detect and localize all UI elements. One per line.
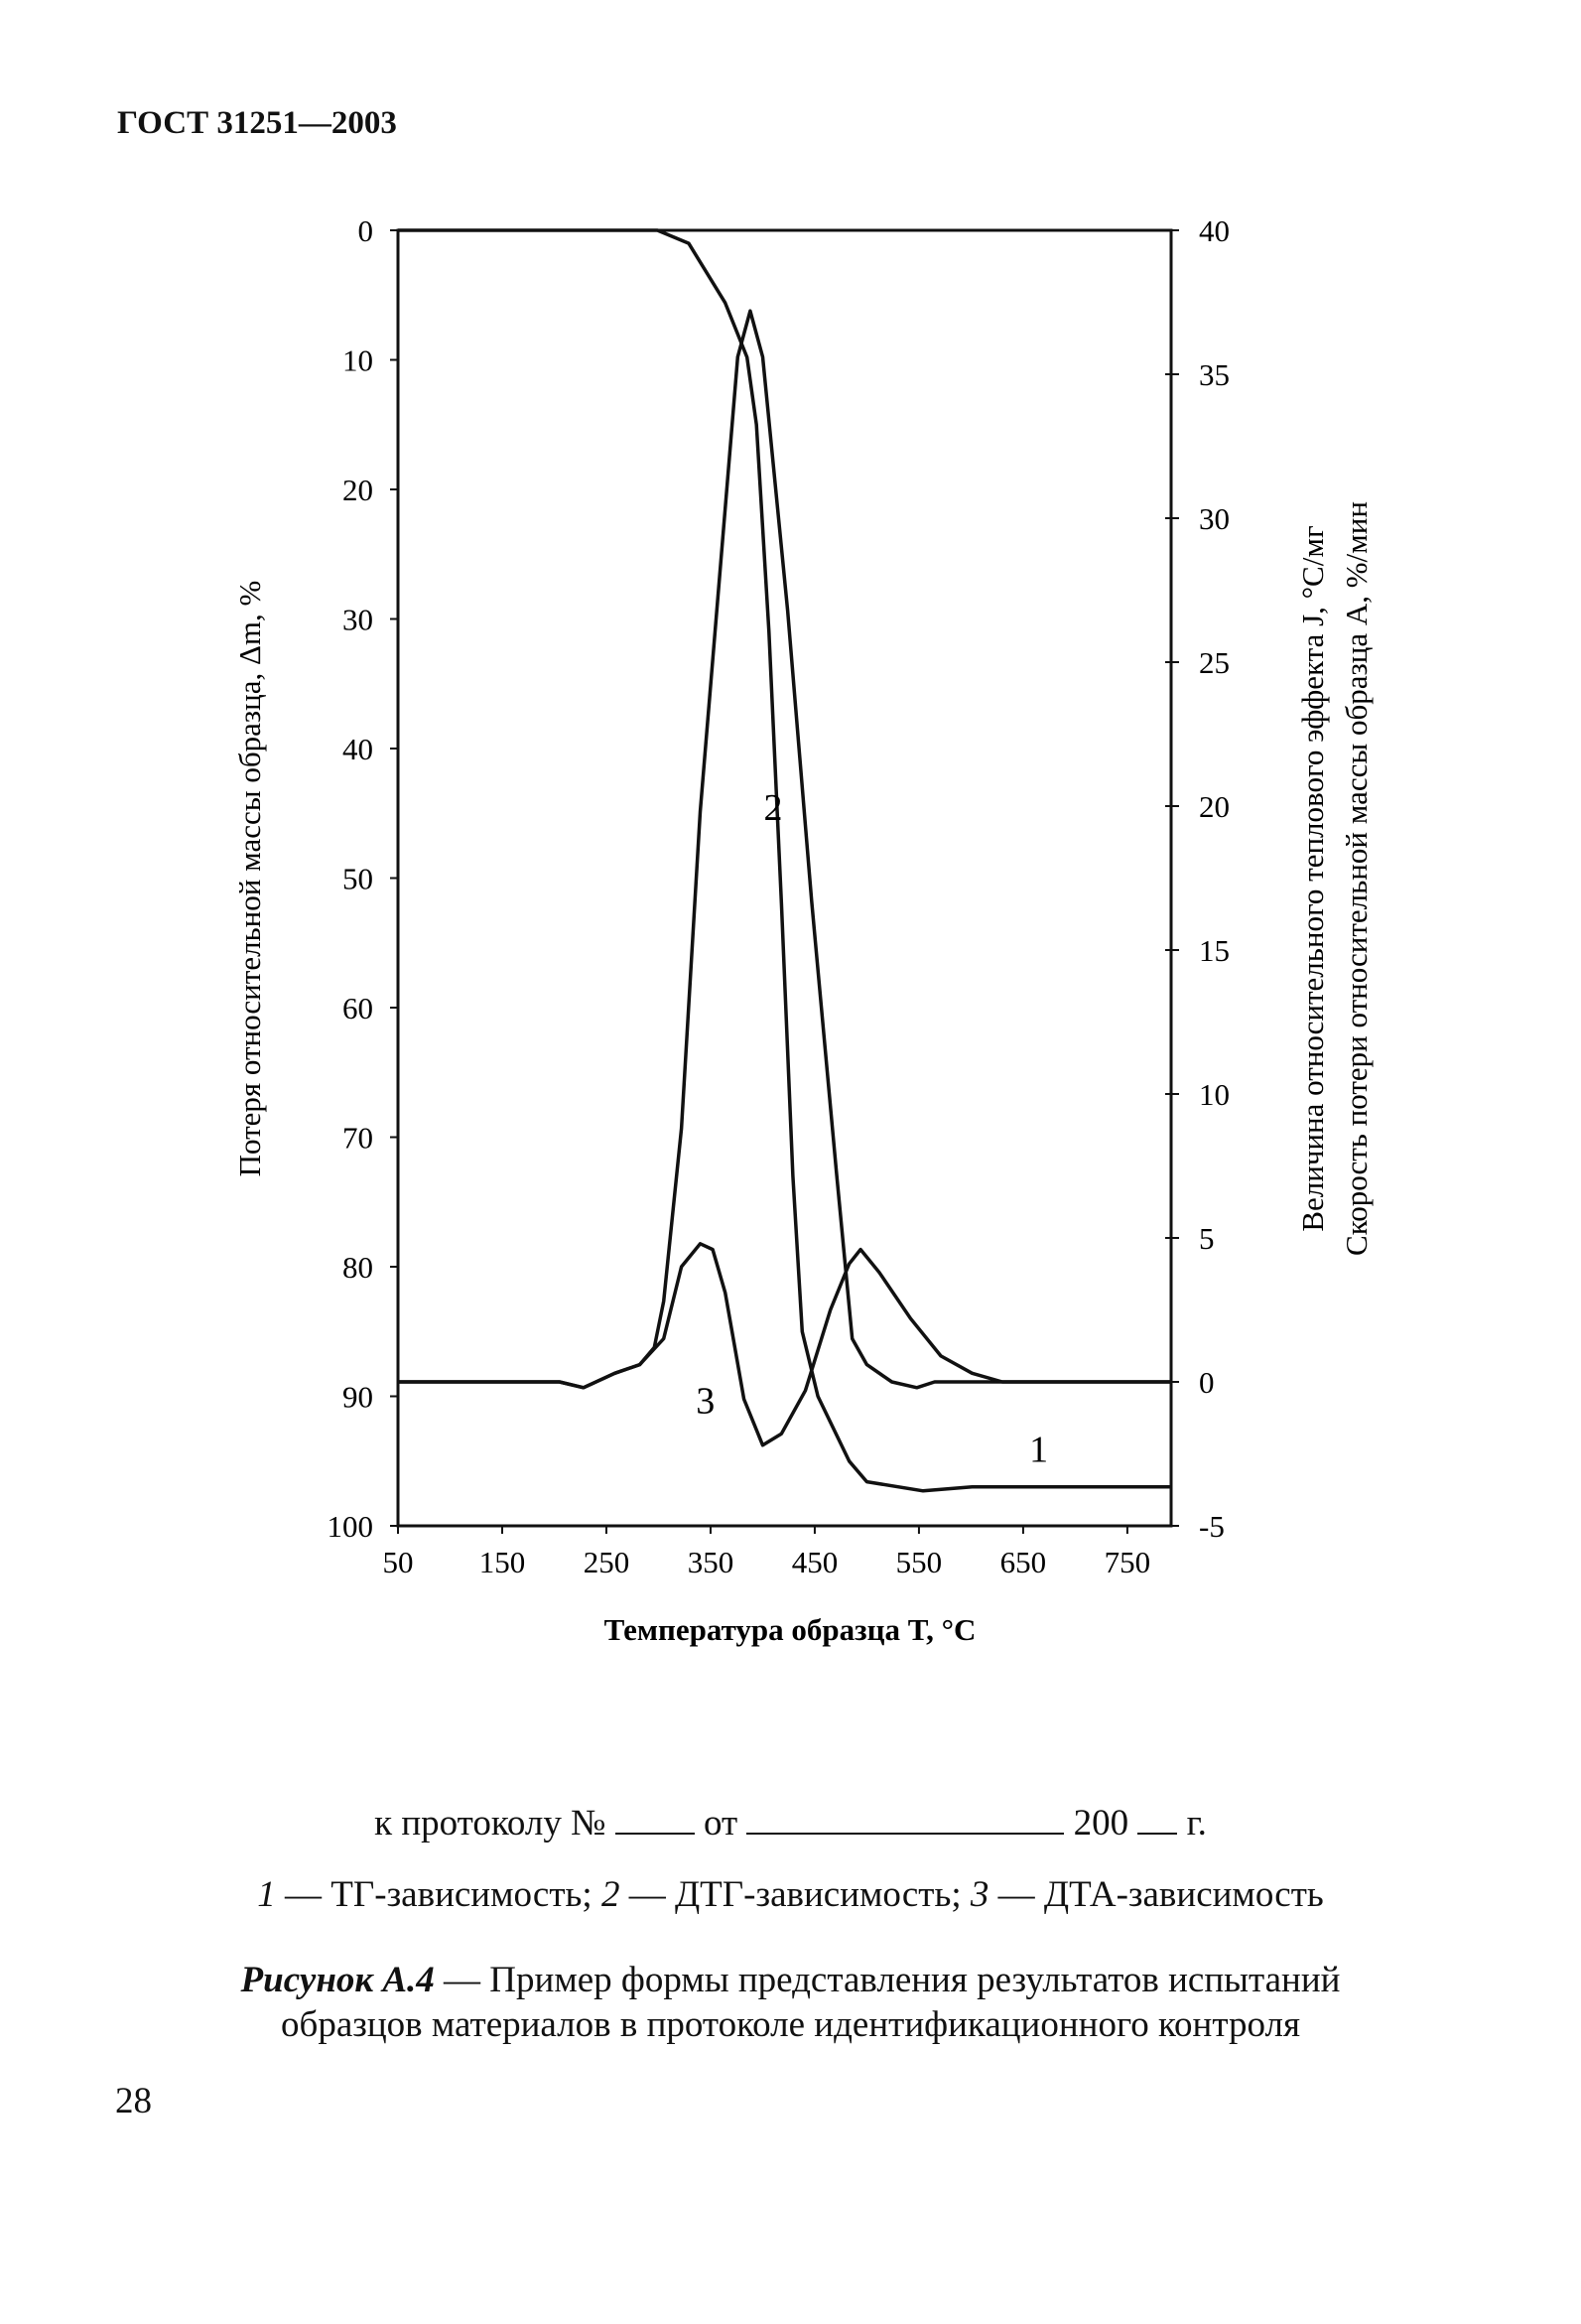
series-2-label: 2	[763, 787, 782, 829]
plot-frame	[396, 228, 1173, 1528]
caption-text-1: — Пример формы представления результатов…	[434, 1960, 1341, 2000]
legend-line: 1 — ТГ-зависимость; 2 — ДТГ-зависимость;…	[0, 1873, 1581, 1916]
series-1-line	[398, 228, 1171, 1493]
series-3-line	[398, 1242, 1171, 1447]
right-y-tick-label: 15	[1199, 933, 1230, 968]
left-axis-title: Потеря относительной массы образца, Δm, …	[232, 581, 267, 1177]
left-y-tick-label: 20	[342, 473, 373, 507]
figure-label: Рисунок А.4	[240, 1960, 435, 2000]
left-y-tick-label: 60	[342, 991, 373, 1025]
protocol-date-blank	[746, 1807, 1065, 1835]
x-tick-label: 150	[479, 1545, 526, 1579]
x-tick-label: 750	[1105, 1545, 1151, 1579]
chart-curves	[398, 228, 1171, 1493]
right-y-tick-label: 5	[1199, 1221, 1215, 1256]
right-y-tick-label: -5	[1199, 1509, 1225, 1544]
legend-text-2: — ДТГ-зависимость;	[619, 1874, 971, 1915]
left-y-tick-label: 80	[342, 1250, 373, 1285]
protocol-year-blank	[1137, 1807, 1178, 1835]
left-y-tick-label: 0	[358, 213, 374, 248]
right-y-tick-label: 30	[1199, 501, 1230, 536]
series-1-label: 1	[1029, 1430, 1048, 1471]
protocol-from: от	[703, 1803, 738, 1844]
left-y-tick-label: 30	[342, 603, 373, 637]
right-y-tick-label: 0	[1199, 1365, 1215, 1400]
right-axis-title-1: Величина относительного теплового эффект…	[1295, 525, 1330, 1231]
series-2-line	[398, 309, 1171, 1390]
protocol-prefix: к протоколу №	[374, 1803, 606, 1844]
right-y-tick-label: 40	[1199, 213, 1230, 248]
chart-labels: 50 150 250 350 450 550 650 75001020304050607080…	[232, 213, 1374, 1647]
legend-text-1: — ТГ-зависимость;	[275, 1874, 601, 1915]
legend-num-3: 3	[970, 1874, 989, 1915]
x-tick-label: 250	[584, 1545, 630, 1579]
legend-text-3: — ДТА-зависимость	[988, 1874, 1324, 1915]
x-axis-title: Температура образца T, °С	[604, 1612, 977, 1647]
x-tick-label: 450	[792, 1545, 839, 1579]
x-tick-label: 50	[383, 1545, 414, 1579]
chart-axes	[390, 228, 1179, 1534]
protocol-line: к протоколу № от 200 г.	[0, 1802, 1581, 1845]
right-axis-title-2: Скорость потери относительной массы обра…	[1339, 501, 1374, 1256]
x-tick-label: 550	[896, 1545, 943, 1579]
protocol-suffix: г.	[1186, 1803, 1207, 1844]
figure-caption-line-1: Рисунок А.4 — Пример формы представления…	[0, 1959, 1581, 2001]
x-tick-label: 650	[1000, 1545, 1047, 1579]
figure-caption-line-2: образцов материалов в протоколе идентифи…	[281, 2004, 1300, 2045]
x-tick-label: 350	[688, 1545, 734, 1579]
protocol-number-blank	[614, 1807, 695, 1835]
legend-num-2: 2	[600, 1874, 620, 1915]
right-y-tick-label: 10	[1199, 1077, 1230, 1112]
right-y-tick-label: 35	[1199, 357, 1230, 392]
left-y-tick-label: 40	[342, 732, 373, 766]
left-y-tick-label: 90	[342, 1380, 373, 1415]
left-y-tick-label: 70	[342, 1121, 373, 1156]
tg-dtg-dta-chart: 50 150 250 350 450 550 650 75001020304050607080…	[232, 213, 1374, 1647]
series-3-label: 3	[696, 1380, 715, 1422]
document-header: ГОСТ 31251—2003	[117, 105, 397, 141]
right-y-tick-label: 25	[1199, 645, 1230, 680]
left-y-tick-label: 50	[342, 862, 373, 896]
right-y-tick-label: 20	[1199, 789, 1230, 824]
left-y-tick-label: 100	[328, 1509, 374, 1544]
page-number: 28	[115, 2081, 152, 2121]
protocol-year: 200	[1073, 1803, 1129, 1844]
legend-num-1: 1	[257, 1874, 276, 1915]
left-y-tick-label: 10	[342, 343, 373, 378]
